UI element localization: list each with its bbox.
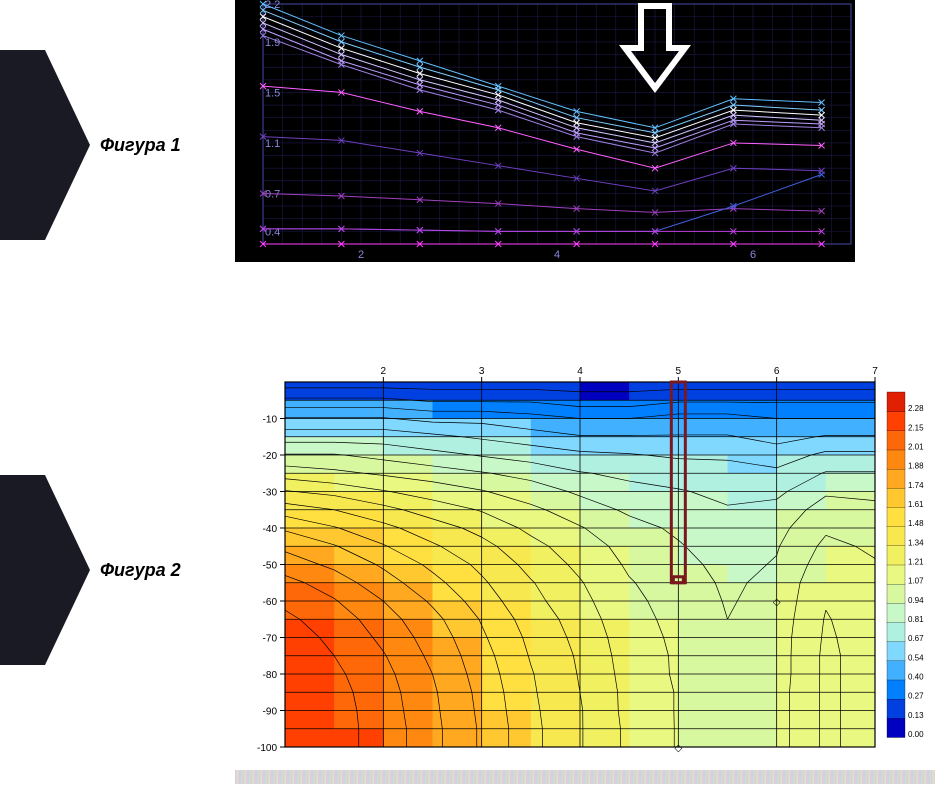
svg-text:-60: -60 [263, 597, 278, 608]
svg-text:1.48: 1.48 [908, 519, 924, 528]
figure2-label: Фигура 2 [100, 560, 181, 581]
heatmap-chart: 2 3 4 5 6 7 -10 -20 -30 -40 -50 -60 -70 -80 -90 -100 0.0… [235, 360, 935, 755]
svg-text:1.07: 1.07 [908, 577, 924, 586]
svg-text:4: 4 [554, 249, 560, 261]
svg-text:7: 7 [872, 366, 878, 377]
svg-text:3: 3 [479, 366, 485, 377]
svg-text:0.67: 0.67 [908, 634, 924, 643]
svg-text:-70: -70 [263, 634, 278, 645]
svg-text:1.74: 1.74 [908, 481, 924, 490]
svg-text:1.61: 1.61 [908, 500, 924, 509]
svg-text:-10: -10 [263, 415, 278, 426]
svg-text:1.88: 1.88 [908, 462, 924, 471]
svg-text:2.28: 2.28 [908, 404, 924, 413]
svg-text:0.7: 0.7 [265, 188, 280, 200]
svg-text:0.40: 0.40 [908, 673, 924, 682]
svg-text:-100: -100 [257, 743, 277, 754]
arrow-shape-top [0, 50, 90, 240]
svg-text:-40: -40 [263, 524, 278, 535]
svg-text:4: 4 [577, 366, 583, 377]
svg-text:0.13: 0.13 [908, 711, 924, 720]
svg-text:2.15: 2.15 [908, 423, 924, 432]
arrow-shape-bottom [0, 475, 90, 665]
svg-text:-90: -90 [263, 707, 278, 718]
svg-text:◇: ◇ [773, 597, 781, 608]
svg-text:0.00: 0.00 [908, 730, 924, 739]
figure1-label: Фигура 1 [100, 135, 181, 156]
svg-text:-20: -20 [263, 451, 278, 462]
svg-text:2: 2 [358, 249, 364, 261]
svg-text:1.1: 1.1 [265, 138, 280, 150]
noise-texture-strip [235, 770, 935, 784]
svg-text:0.54: 0.54 [908, 653, 924, 662]
svg-text:1.21: 1.21 [908, 558, 924, 567]
svg-text:1.5: 1.5 [265, 87, 280, 99]
svg-text:0.94: 0.94 [908, 596, 924, 605]
svg-text:1.34: 1.34 [908, 538, 924, 547]
svg-text:2: 2 [381, 366, 387, 377]
svg-text:◇: ◇ [674, 743, 682, 754]
svg-text:0.27: 0.27 [908, 692, 924, 701]
svg-text:-80: -80 [263, 670, 278, 681]
svg-text:-50: -50 [263, 561, 278, 572]
svg-text:2.01: 2.01 [908, 443, 924, 452]
svg-text:5: 5 [676, 366, 682, 377]
line-chart: 0.40.71.11.51.92.2246 [235, 0, 855, 262]
svg-text:6: 6 [750, 249, 756, 261]
svg-text:-30: -30 [263, 488, 278, 499]
svg-text:0.4: 0.4 [265, 226, 280, 238]
svg-text:6: 6 [774, 366, 780, 377]
svg-text:0.81: 0.81 [908, 615, 924, 624]
